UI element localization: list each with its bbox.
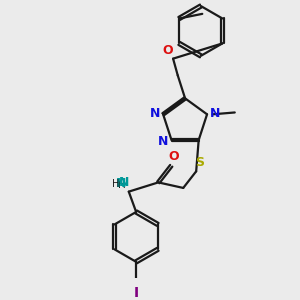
- Text: I: I: [134, 286, 139, 300]
- Text: H: H: [118, 180, 126, 190]
- Text: N: N: [210, 107, 220, 120]
- Text: N: N: [150, 107, 160, 120]
- Text: O: O: [169, 150, 179, 163]
- Text: N: N: [116, 177, 126, 190]
- Text: N: N: [158, 135, 168, 148]
- Text: S: S: [195, 157, 204, 169]
- Text: N: N: [119, 176, 129, 189]
- Text: O: O: [162, 44, 173, 57]
- Text: H: H: [112, 179, 119, 189]
